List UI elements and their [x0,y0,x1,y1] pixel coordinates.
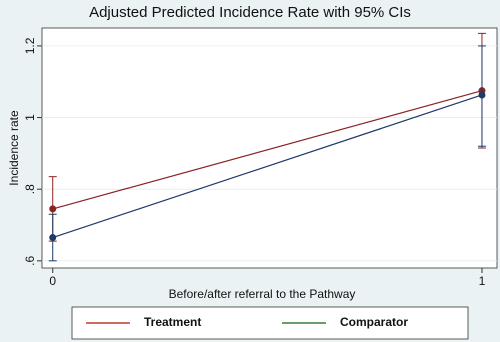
y-tick-label: 1.2 [23,37,37,54]
legend-label: Comparator [340,315,408,329]
point [478,91,486,99]
point [49,234,57,242]
y-tick-label: .8 [23,184,37,194]
x-axis-label: Before/after referral to the Pathway [169,287,356,301]
chart-title: Adjusted Predicted Incidence Rate with 9… [89,4,411,21]
y-tick-label: .6 [23,256,37,266]
y-tick-label: 1 [23,114,37,121]
y-axis-label: Incidence rate [7,110,21,186]
legend-box [71,306,469,340]
legend-label: Treatment [144,315,201,329]
series-line [52,94,483,239]
x-tick-label: 0 [49,274,56,288]
x-tick-label: 1 [479,274,486,288]
plot-area [41,27,498,269]
point [49,205,57,213]
series-line [52,90,483,210]
